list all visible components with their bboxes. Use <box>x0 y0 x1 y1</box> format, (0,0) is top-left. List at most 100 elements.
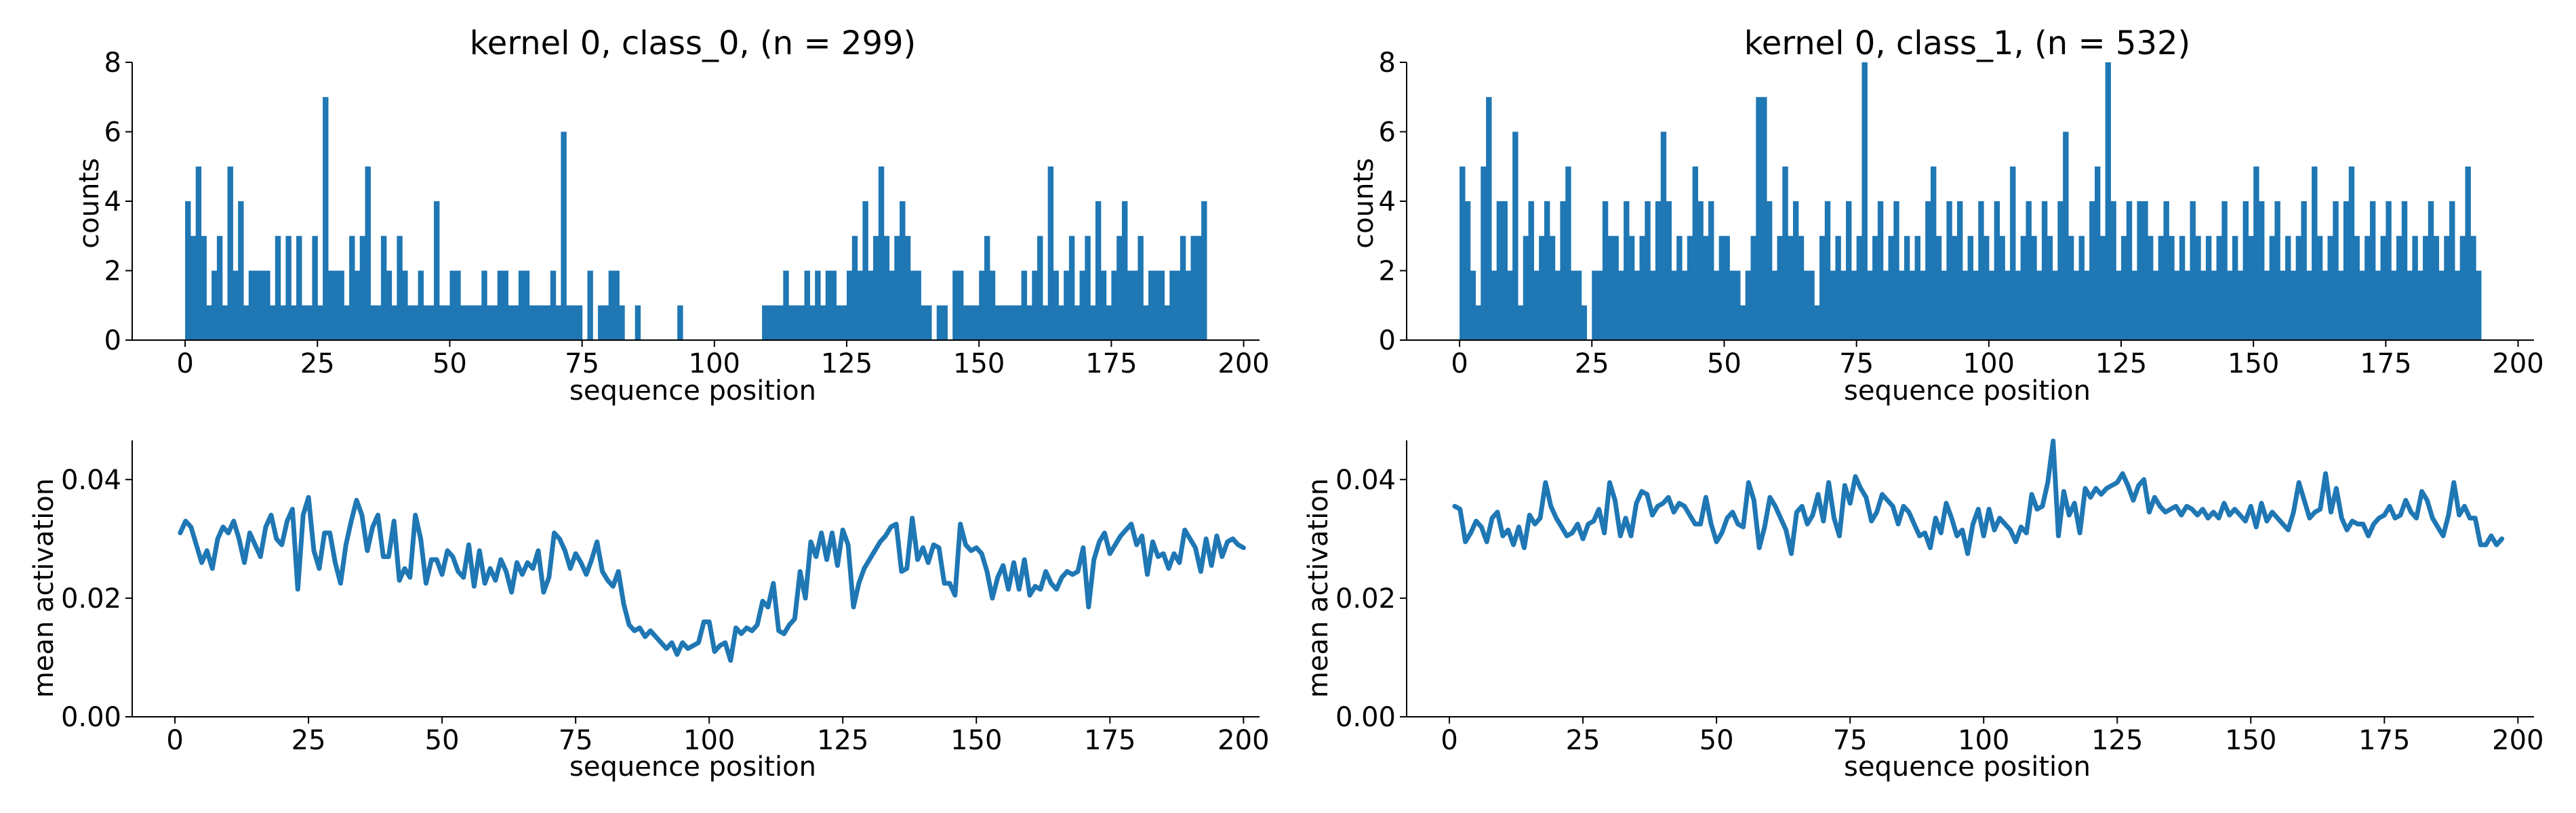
histogram-bar <box>1148 270 1154 340</box>
histogram-bar <box>1671 270 1677 340</box>
histogram-bar <box>1872 236 1878 340</box>
histogram-bar <box>2364 236 2371 340</box>
histogram-bar <box>1100 270 1107 340</box>
histogram-bar <box>2052 270 2058 340</box>
x-tick-label: 75 <box>1839 348 1874 379</box>
histogram-bar <box>1079 270 1085 340</box>
histogram-bar <box>2417 270 2423 340</box>
histogram-bar <box>820 305 826 340</box>
histogram-bar <box>936 305 943 340</box>
histogram-bar <box>915 270 921 340</box>
histogram-bar <box>1074 305 1081 340</box>
y-tick-label: 0.00 <box>1335 702 1396 733</box>
histogram-bar <box>2423 236 2429 340</box>
histogram-bar <box>963 305 969 340</box>
histogram-bar <box>1899 270 1905 340</box>
x-axis-label: sequence position <box>569 751 816 783</box>
histogram-bar <box>2195 236 2201 340</box>
histogram-bar <box>1914 236 1920 340</box>
histogram-bar <box>1026 305 1032 340</box>
x-tick-label: 0 <box>1441 725 1457 756</box>
histogram-bar <box>2343 201 2350 340</box>
x-tick-label: 75 <box>1833 725 1868 756</box>
histogram-bar <box>481 270 487 340</box>
histogram-bar <box>354 270 361 340</box>
histogram-bar <box>402 270 408 340</box>
histogram-bar <box>1666 201 1672 340</box>
histogram-bar <box>1618 270 1624 340</box>
histogram-bar <box>2184 270 2191 340</box>
histogram-bar <box>1502 201 1508 340</box>
histogram-bar <box>487 305 493 340</box>
histogram-bar <box>2137 201 2143 340</box>
histogram-bar <box>190 236 197 340</box>
histogram-bar <box>2476 270 2482 340</box>
y-tick-label: 6 <box>104 117 121 148</box>
histogram-bar <box>1491 270 1497 340</box>
histogram-bar <box>1549 236 1556 340</box>
histogram-bar <box>1877 201 1884 340</box>
histogram-bar <box>1571 270 1577 340</box>
histogram-bar <box>550 270 557 340</box>
histogram-bar <box>1782 166 1788 340</box>
histogram-bar <box>465 305 472 340</box>
histogram-bar <box>1946 201 1952 340</box>
histogram-bar <box>370 305 376 340</box>
histogram-bar <box>2295 236 2302 340</box>
histogram-bar <box>2348 166 2355 340</box>
histogram-bar <box>444 305 451 340</box>
histogram-bar <box>994 305 1001 340</box>
histogram-bar <box>793 305 800 340</box>
histogram-bar <box>1005 305 1011 340</box>
histogram-bar <box>1735 270 1741 340</box>
histogram-bar <box>349 236 355 340</box>
histogram-bar <box>847 270 853 340</box>
histogram-bar <box>2063 131 2069 340</box>
histogram-bar <box>571 305 578 340</box>
y-tick-label: 4 <box>104 186 121 217</box>
histogram-bar <box>2391 270 2397 340</box>
histogram-bar <box>2099 236 2106 340</box>
histogram-bar <box>1681 270 1688 340</box>
chart-title: kernel 0, class_0, (n = 299) <box>470 24 917 62</box>
histogram-bar <box>518 270 525 340</box>
histogram-bar <box>497 270 504 340</box>
histogram-bar <box>1962 270 1969 340</box>
histogram-bar <box>1756 97 1762 340</box>
histogram-bar <box>2433 236 2440 340</box>
histogram-bar <box>984 236 990 340</box>
histogram-bar <box>1153 270 1160 340</box>
histogram-bar <box>1819 236 1826 340</box>
histogram-bar <box>772 305 779 340</box>
x-tick-label: 75 <box>565 348 599 379</box>
histogram-bar <box>1544 201 1550 340</box>
x-tick-label: 25 <box>291 725 326 756</box>
histogram-bar <box>1085 236 1091 340</box>
histogram-bar <box>2005 270 2011 340</box>
histogram-bar <box>1973 270 1979 340</box>
histogram-bar <box>418 270 424 340</box>
histogram-bar <box>2454 270 2461 340</box>
histogram-bar <box>1650 270 1656 340</box>
histogram-bar <box>830 270 837 340</box>
histogram-bar <box>380 236 387 340</box>
histogram-bar <box>804 270 810 340</box>
histogram-bar <box>1851 270 1857 340</box>
histogram-bar <box>1883 270 1889 340</box>
x-tick-label: 0 <box>176 348 193 379</box>
histogram-bar <box>799 305 805 340</box>
histogram-bar <box>957 270 964 340</box>
histogram-bar <box>1607 236 1614 340</box>
histogram-bar <box>1111 270 1117 340</box>
x-axis-label: sequence position <box>1844 375 2091 406</box>
histogram-bar <box>1639 236 1645 340</box>
histogram-bar <box>1565 166 1571 340</box>
histogram-bar <box>1739 305 1746 340</box>
histogram-bar <box>566 305 572 340</box>
histogram-bar <box>2084 270 2090 340</box>
x-tick-label: 100 <box>1958 725 2009 756</box>
y-tick-label: 8 <box>104 47 121 79</box>
histogram-bar <box>2205 236 2212 340</box>
histogram-bar <box>1988 270 1995 340</box>
